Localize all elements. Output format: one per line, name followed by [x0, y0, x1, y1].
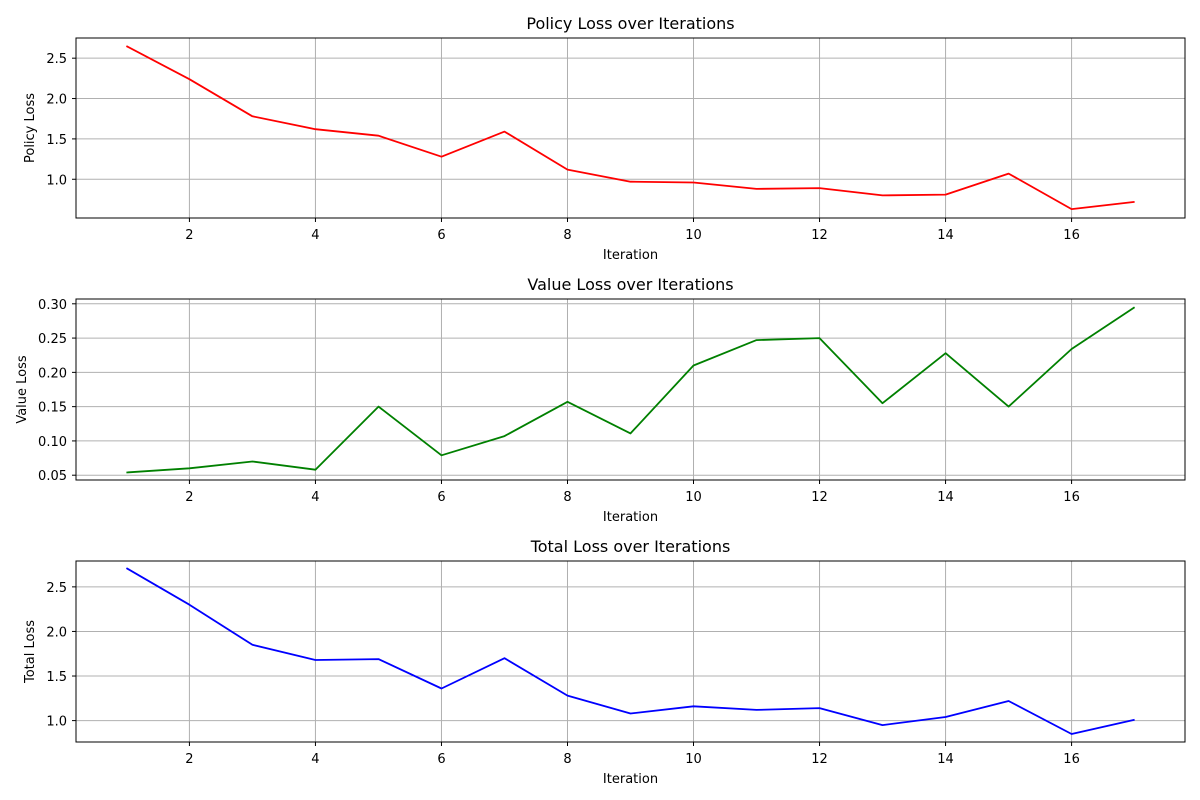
x-tick-label: 2 — [185, 490, 193, 505]
x-tick-label: 4 — [311, 752, 319, 767]
x-tick-label: 16 — [1063, 228, 1080, 243]
x-tick-label: 14 — [937, 228, 954, 243]
x-tick-label: 14 — [937, 752, 954, 767]
y-tick-label: 0.25 — [38, 332, 67, 347]
y-tick-label: 1.0 — [46, 715, 67, 730]
x-tick-label: 8 — [563, 752, 571, 767]
y-tick-label: 1.5 — [46, 670, 67, 685]
chart-panel-value: 2 4 6 8 10 12 14 16 0.05 0.10 0.15 0.20 0.25 0.30 Valu… — [15, 275, 1186, 525]
x-tick-label: 10 — [685, 490, 702, 505]
chart-title: Value Loss over Iterations — [527, 275, 733, 294]
series-line-value — [126, 306, 1136, 474]
y-tick-label: 0.10 — [38, 435, 67, 450]
x-tick-label: 6 — [437, 228, 445, 243]
x-tick-label: 10 — [685, 752, 702, 767]
axes-frame — [75, 560, 1186, 743]
x-tick-label: 10 — [685, 228, 702, 243]
x-axis-label: Iteration — [603, 510, 658, 525]
axes-frame — [75, 298, 1186, 481]
x-tick-label: 2 — [185, 228, 193, 243]
y-tick-label: 2.5 — [46, 52, 67, 67]
x-tick-label: 4 — [311, 228, 319, 243]
axes-frame — [75, 37, 1186, 219]
y-tick-label: 1.5 — [46, 133, 67, 148]
y-tick-label: 0.30 — [38, 298, 67, 313]
y-tick-label: 0.05 — [38, 469, 67, 484]
x-tick-label: 16 — [1063, 490, 1080, 505]
x-tick-label: 14 — [937, 490, 954, 505]
x-tick-label: 8 — [563, 490, 571, 505]
y-tick-label: 2.5 — [46, 581, 67, 596]
y-axis-label: Total Loss — [23, 620, 38, 684]
x-tick-label: 4 — [311, 490, 319, 505]
chart-panel-policy: 2 4 6 8 10 12 14 16 1.0 1.5 2.0 2.5 Policy Loss over… — [23, 14, 1186, 263]
x-tick-label: 8 — [563, 228, 571, 243]
series-line-total — [125, 567, 1135, 735]
x-tick-label: 2 — [185, 752, 193, 767]
y-tick-label: 2.0 — [46, 93, 67, 108]
x-tick-label: 12 — [811, 752, 828, 767]
x-tick-label: 16 — [1063, 752, 1080, 767]
chart-panel-total: 2 4 6 8 10 12 14 16 1.0 1.5 2.0 2.5 Total Loss over … — [23, 537, 1186, 787]
y-axis-label: Value Loss — [15, 355, 30, 424]
y-tick-label: 0.15 — [38, 401, 67, 416]
x-tick-label: 6 — [437, 490, 445, 505]
x-tick-label: 12 — [811, 490, 828, 505]
series-line-policy — [125, 45, 1135, 211]
y-tick-label: 1.0 — [46, 173, 67, 188]
x-axis-label: Iteration — [603, 248, 658, 263]
chart-title: Policy Loss over Iterations — [526, 14, 734, 33]
x-axis-label: Iteration — [603, 772, 658, 787]
y-tick-label: 0.20 — [38, 366, 67, 381]
chart-title: Total Loss over Iterations — [530, 537, 731, 556]
y-tick-label: 2.0 — [46, 625, 67, 640]
y-axis-label: Policy Loss — [23, 93, 38, 163]
x-tick-label: 6 — [437, 752, 445, 767]
x-tick-label: 12 — [811, 228, 828, 243]
